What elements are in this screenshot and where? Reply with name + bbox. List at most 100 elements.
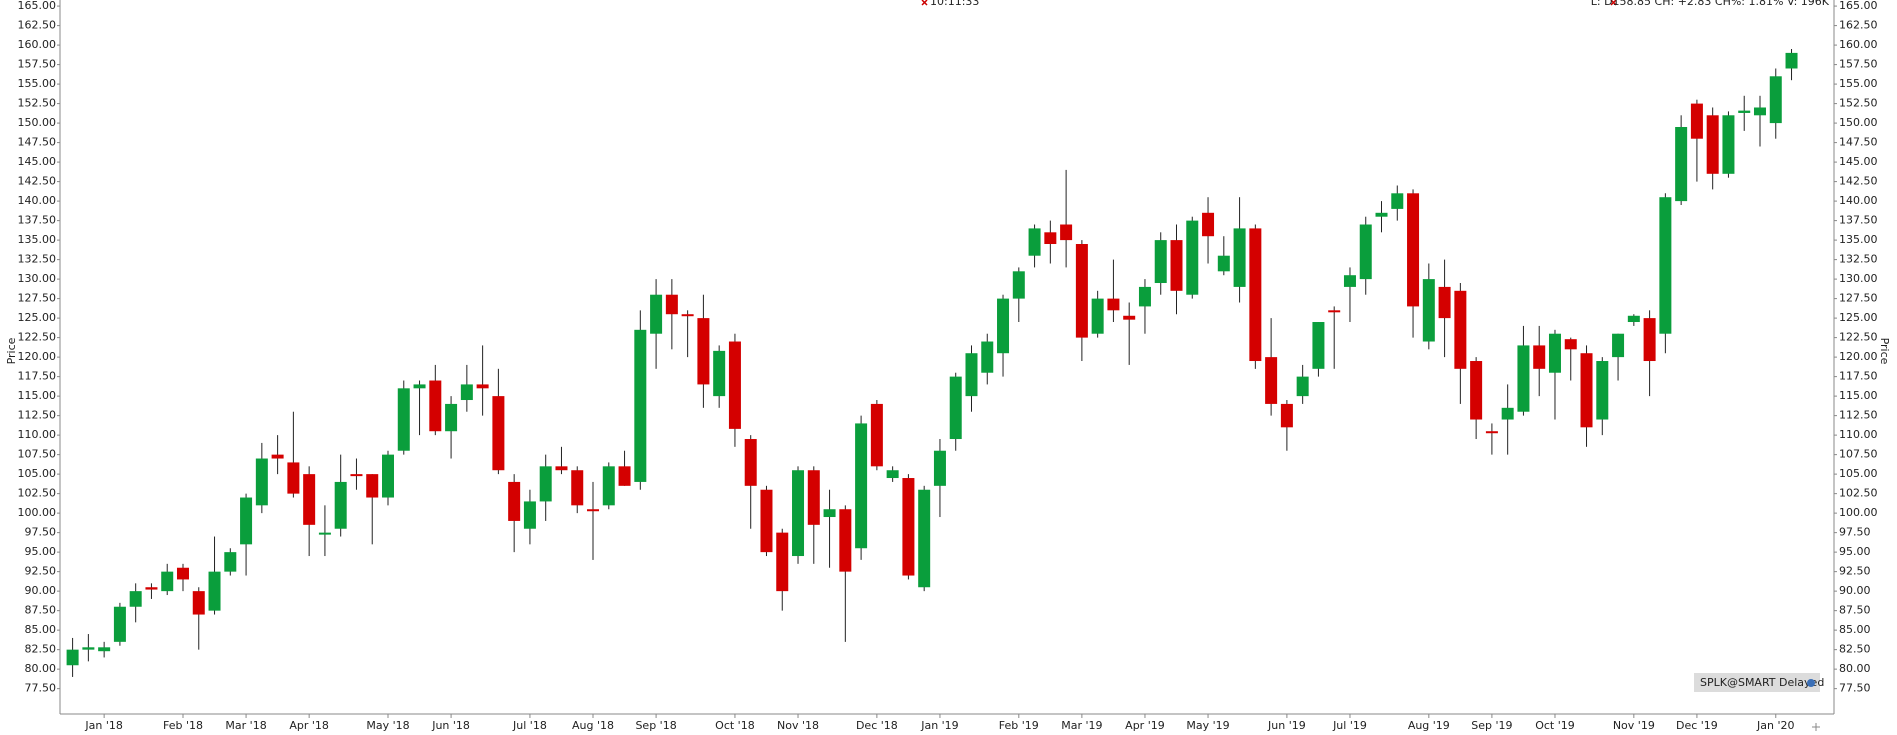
y-tick-label: 150.00: [18, 116, 57, 129]
quote-marker: [1610, 0, 1617, 6]
candle-body: [823, 509, 836, 518]
candle-body: [287, 462, 300, 494]
candle-body: [744, 439, 757, 486]
candle-body: [1343, 275, 1356, 287]
candle-body: [334, 481, 347, 529]
y-tick-label: 92.50: [25, 565, 57, 578]
y2-tick-label: 92.50: [1839, 565, 1871, 578]
x-tick-label: Apr '19: [1125, 719, 1165, 732]
y-tick-label: 110.00: [18, 428, 57, 441]
candle-body: [145, 587, 158, 590]
y-tick-label: 142.50: [18, 175, 57, 188]
y2-tick-label: 85.00: [1839, 623, 1871, 636]
candle-body: [460, 384, 473, 401]
candle-body: [1265, 357, 1278, 404]
y2-tick-label: 97.50: [1839, 526, 1871, 539]
candle-body: [807, 470, 820, 525]
candle-body: [523, 501, 536, 529]
candle-body: [192, 591, 205, 615]
candle-body: [1012, 271, 1025, 299]
candle-body: [318, 532, 331, 535]
quote-label: L: D158.85 CH: +2.83 CH%: 1.81% V: 196K: [1591, 0, 1830, 8]
y2-tick-label: 160.00: [1839, 38, 1878, 51]
candle-body: [208, 571, 221, 611]
candle-body: [445, 403, 458, 432]
y-tick-label: 102.50: [18, 487, 57, 500]
x-tick-label: Dec '18: [856, 719, 898, 732]
candle-body: [650, 294, 663, 334]
y-tick-label: 117.50: [18, 370, 57, 383]
candle-body: [1785, 52, 1798, 69]
candle-body: [413, 384, 426, 389]
x-tick-label: Oct '18: [715, 719, 755, 732]
candle-body: [870, 403, 883, 467]
y-tick-label: 80.00: [25, 662, 57, 675]
candle-body: [1060, 224, 1073, 241]
candle-body: [176, 567, 189, 580]
y-tick-label: 107.50: [18, 448, 57, 461]
candle-body: [1564, 339, 1577, 350]
y-tick-label: 165.00: [18, 0, 57, 12]
y2-tick-label: 112.50: [1839, 409, 1878, 422]
candle-body: [1454, 290, 1467, 369]
y2-tick-label: 77.50: [1839, 682, 1871, 695]
candle-body: [697, 318, 710, 385]
y2-tick-label: 87.50: [1839, 604, 1871, 617]
y2-tick-label: 125.00: [1839, 311, 1878, 324]
y-tick-label: 135.00: [18, 233, 57, 246]
candle-body: [1470, 361, 1483, 420]
y-tick-label: 120.00: [18, 350, 57, 363]
candle-body: [492, 396, 505, 471]
candle-body: [1438, 286, 1451, 319]
y2-tick-label: 95.00: [1839, 545, 1871, 558]
y-tick-label: 115.00: [18, 389, 57, 402]
candle-body: [1091, 298, 1104, 334]
x-tick-label: May '18: [366, 719, 409, 732]
candle-body: [886, 470, 899, 479]
candle-body: [1217, 255, 1230, 272]
candle-body: [82, 647, 95, 650]
candle-body: [1485, 431, 1498, 434]
x-tick-label: Nov '19: [1613, 719, 1655, 732]
candle-body: [1154, 240, 1167, 284]
x-tick-label: Aug '19: [1408, 719, 1450, 732]
x-tick-label: Aug '18: [572, 719, 614, 732]
candle-body: [508, 481, 521, 521]
y-tick-label: 130.00: [18, 272, 57, 285]
time-marker: [921, 0, 928, 6]
time-label: 10:11:33: [930, 0, 979, 8]
candle-body: [949, 376, 962, 440]
y2-tick-label: 155.00: [1839, 77, 1878, 90]
x-tick-label: Feb '19: [999, 719, 1039, 732]
x-tick-label: Jun '19: [1267, 719, 1306, 732]
y-tick-label: 152.50: [18, 97, 57, 110]
y-tick-label: 137.50: [18, 214, 57, 227]
x-tick-label: Nov '18: [777, 719, 819, 732]
x-tick-label: Jul '19: [1332, 719, 1367, 732]
candle-body: [224, 552, 237, 572]
candle-body: [792, 470, 805, 557]
candle-body: [1375, 212, 1388, 217]
y2-tick-label: 90.00: [1839, 584, 1871, 597]
y-tick-label: 145.00: [18, 155, 57, 168]
candle-body: [98, 647, 111, 652]
y-tick-label: 157.50: [18, 58, 57, 71]
candle-body: [1659, 197, 1672, 334]
candle-body: [476, 384, 489, 389]
candle-body: [1675, 126, 1688, 202]
candle-body: [981, 341, 994, 373]
x-tick-label: May '19: [1186, 719, 1229, 732]
y2-tick-label: 105.00: [1839, 467, 1878, 480]
badge-label: SPLK@SMART Delayed: [1700, 676, 1824, 689]
candle-body: [382, 454, 394, 498]
candle-body: [602, 466, 615, 506]
y-tick-label: 160.00: [18, 38, 57, 51]
candle-body: [665, 294, 678, 315]
y2-tick-label: 120.00: [1839, 350, 1878, 363]
candle-body: [271, 454, 284, 459]
candle-body: [1596, 361, 1609, 420]
candle-body: [129, 591, 142, 607]
candle-body: [713, 350, 726, 397]
y-tick-label: 132.50: [18, 253, 57, 266]
y2-tick-label: 82.50: [1839, 643, 1871, 656]
